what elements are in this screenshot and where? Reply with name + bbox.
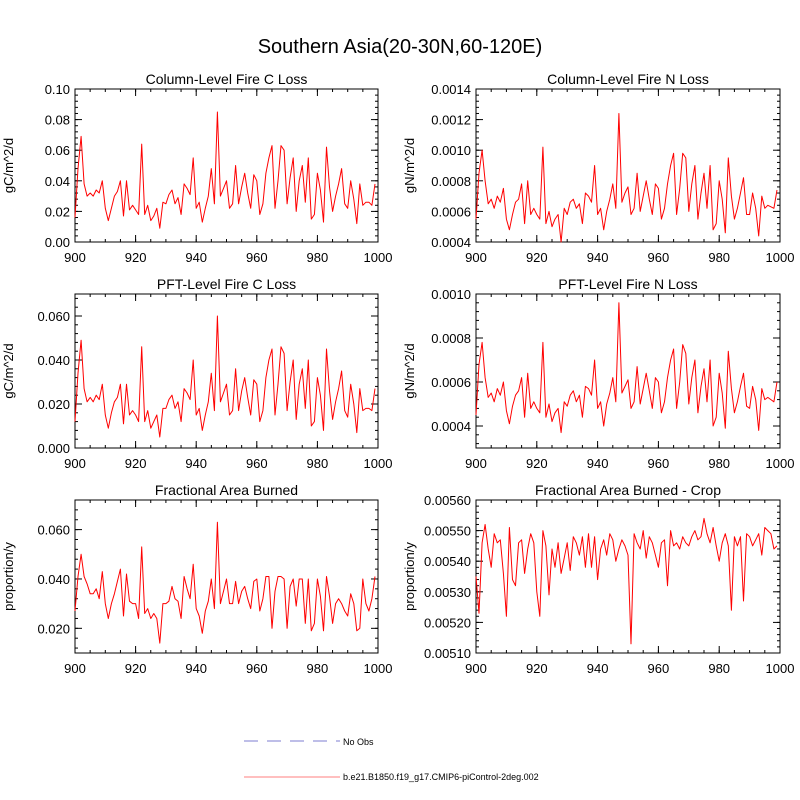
x-tick-label: 960	[246, 661, 268, 676]
y-tick-label: 0.0014	[431, 82, 471, 97]
x-tick-label: 1000	[766, 250, 795, 265]
figure-title: Southern Asia(20-30N,60-120E)	[258, 36, 543, 58]
panel-fractional-area-burned-crop: Fractional Area Burned - Crop proportion/…	[402, 482, 794, 676]
plot-title: PFT-Level Fire N Loss	[558, 276, 697, 292]
y-tick-label: 0.06	[45, 143, 70, 158]
series-line	[475, 113, 778, 243]
series-line	[475, 302, 778, 434]
x-tick-label: 960	[246, 456, 268, 471]
x-tick-label: 920	[526, 456, 548, 471]
x-tick-label: 980	[307, 661, 329, 676]
y-tick-label: 0.040	[37, 572, 70, 587]
y-tick-label: 0.0010	[431, 287, 471, 302]
x-tick-label: 1000	[364, 250, 393, 265]
x-tick-label: 980	[307, 456, 329, 471]
y-tick-label: 0.00560	[424, 493, 471, 508]
x-tick-label: 960	[648, 250, 670, 265]
x-tick-label: 940	[587, 250, 609, 265]
x-tick-label: 920	[526, 661, 548, 676]
y-tick-label: 0.0012	[431, 113, 471, 128]
x-tick-label: 920	[526, 250, 548, 265]
y-axis-label: proportion/y	[402, 542, 417, 611]
y-tick-label: 0.02	[45, 204, 70, 219]
x-tick-label: 940	[185, 661, 207, 676]
y-tick-label: 0.00	[45, 235, 70, 250]
x-tick-label: 940	[185, 456, 207, 471]
y-axis-label: gN/m^2/d	[402, 343, 417, 398]
plot-title: Fractional Area Burned	[155, 482, 298, 498]
series-line	[74, 315, 376, 438]
y-axis-label: gC/m^2/d	[1, 343, 16, 398]
y-tick-label: 0.040	[37, 353, 70, 368]
plot-frame	[475, 293, 781, 449]
panel-column-fire-n-loss: Column-Level Fire N Loss gN/m^2/d 900 920 94…	[402, 71, 794, 265]
y-tick-label: 0.0008	[431, 331, 471, 346]
plot-title: PFT-Level Fire C Loss	[157, 276, 296, 292]
y-tick-label: 0.020	[37, 621, 70, 636]
plot-frame	[475, 499, 781, 654]
legend-label-model: b.e21.B1850.f19_g17.CMIP6-piControl-2deg…	[343, 772, 539, 782]
series-line	[475, 517, 778, 645]
x-tick-label: 1000	[364, 456, 393, 471]
x-tick-label: 960	[648, 661, 670, 676]
y-tick-label: 0.0010	[431, 143, 471, 158]
x-tick-label: 1000	[766, 661, 795, 676]
x-tick-label: 980	[708, 456, 730, 471]
series-line	[74, 521, 376, 644]
x-tick-label: 980	[708, 661, 730, 676]
y-tick-label: 0.0008	[431, 174, 471, 189]
y-tick-label: 0.0004	[431, 235, 471, 250]
x-tick-label: 920	[125, 456, 147, 471]
plot-frame	[74, 293, 379, 449]
y-axis-label: gN/m^2/d	[402, 138, 417, 193]
legend-label-no-obs: No Obs	[343, 737, 374, 747]
y-tick-label: 0.00540	[424, 554, 471, 569]
x-tick-label: 900	[465, 661, 487, 676]
panel-fractional-area-burned: Fractional Area Burned proportion/y 900 920…	[1, 482, 392, 676]
x-tick-label: 940	[185, 250, 207, 265]
y-tick-label: 0.020	[37, 397, 70, 412]
x-tick-label: 900	[465, 250, 487, 265]
y-tick-label: 0.0004	[431, 419, 471, 434]
x-tick-label: 980	[307, 250, 329, 265]
y-axis-label: gC/m^2/d	[1, 138, 16, 193]
x-tick-label: 1000	[364, 661, 393, 676]
x-tick-label: 900	[64, 661, 86, 676]
y-axis-label: proportion/y	[1, 542, 16, 611]
legend: No Obs b.e21.B1850.f19_g17.CMIP6-piContr…	[244, 737, 539, 782]
series-line	[74, 111, 376, 229]
x-tick-label: 960	[648, 456, 670, 471]
y-tick-label: 0.060	[37, 523, 70, 538]
y-tick-label: 0.10	[45, 82, 70, 97]
y-tick-label: 0.00520	[424, 615, 471, 630]
panel-pft-fire-n-loss: PFT-Level Fire N Loss gN/m^2/d 900 920 940 96…	[402, 276, 794, 471]
y-tick-label: 0.00530	[424, 585, 471, 600]
y-tick-label: 0.0006	[431, 375, 471, 390]
x-tick-label: 940	[587, 661, 609, 676]
y-tick-label: 0.0006	[431, 204, 471, 219]
plot-title: Column-Level Fire C Loss	[146, 71, 308, 87]
x-tick-label: 920	[125, 250, 147, 265]
x-tick-label: 900	[64, 250, 86, 265]
y-tick-label: 0.04	[45, 174, 70, 189]
panel-pft-fire-c-loss: PFT-Level Fire C Loss gC/m^2/d 900 920 940 96…	[1, 276, 392, 471]
x-tick-label: 980	[708, 250, 730, 265]
y-tick-label: 0.00510	[424, 646, 471, 661]
y-tick-label: 0.08	[45, 113, 70, 128]
plot-title: Fractional Area Burned - Crop	[535, 482, 721, 498]
y-tick-label: 0.060	[37, 309, 70, 324]
x-tick-label: 940	[587, 456, 609, 471]
y-tick-label: 0.00550	[424, 524, 471, 539]
y-tick-label: 0.000	[37, 441, 70, 456]
x-tick-label: 920	[125, 661, 147, 676]
plot-title: Column-Level Fire N Loss	[547, 71, 709, 87]
x-tick-label: 1000	[766, 456, 795, 471]
plot-frame	[74, 88, 379, 243]
x-tick-label: 900	[465, 456, 487, 471]
x-tick-label: 960	[246, 250, 268, 265]
panel-column-fire-c-loss: Column-Level Fire C Loss gC/m^2/d 900 920 94…	[1, 71, 392, 265]
x-tick-label: 900	[64, 456, 86, 471]
